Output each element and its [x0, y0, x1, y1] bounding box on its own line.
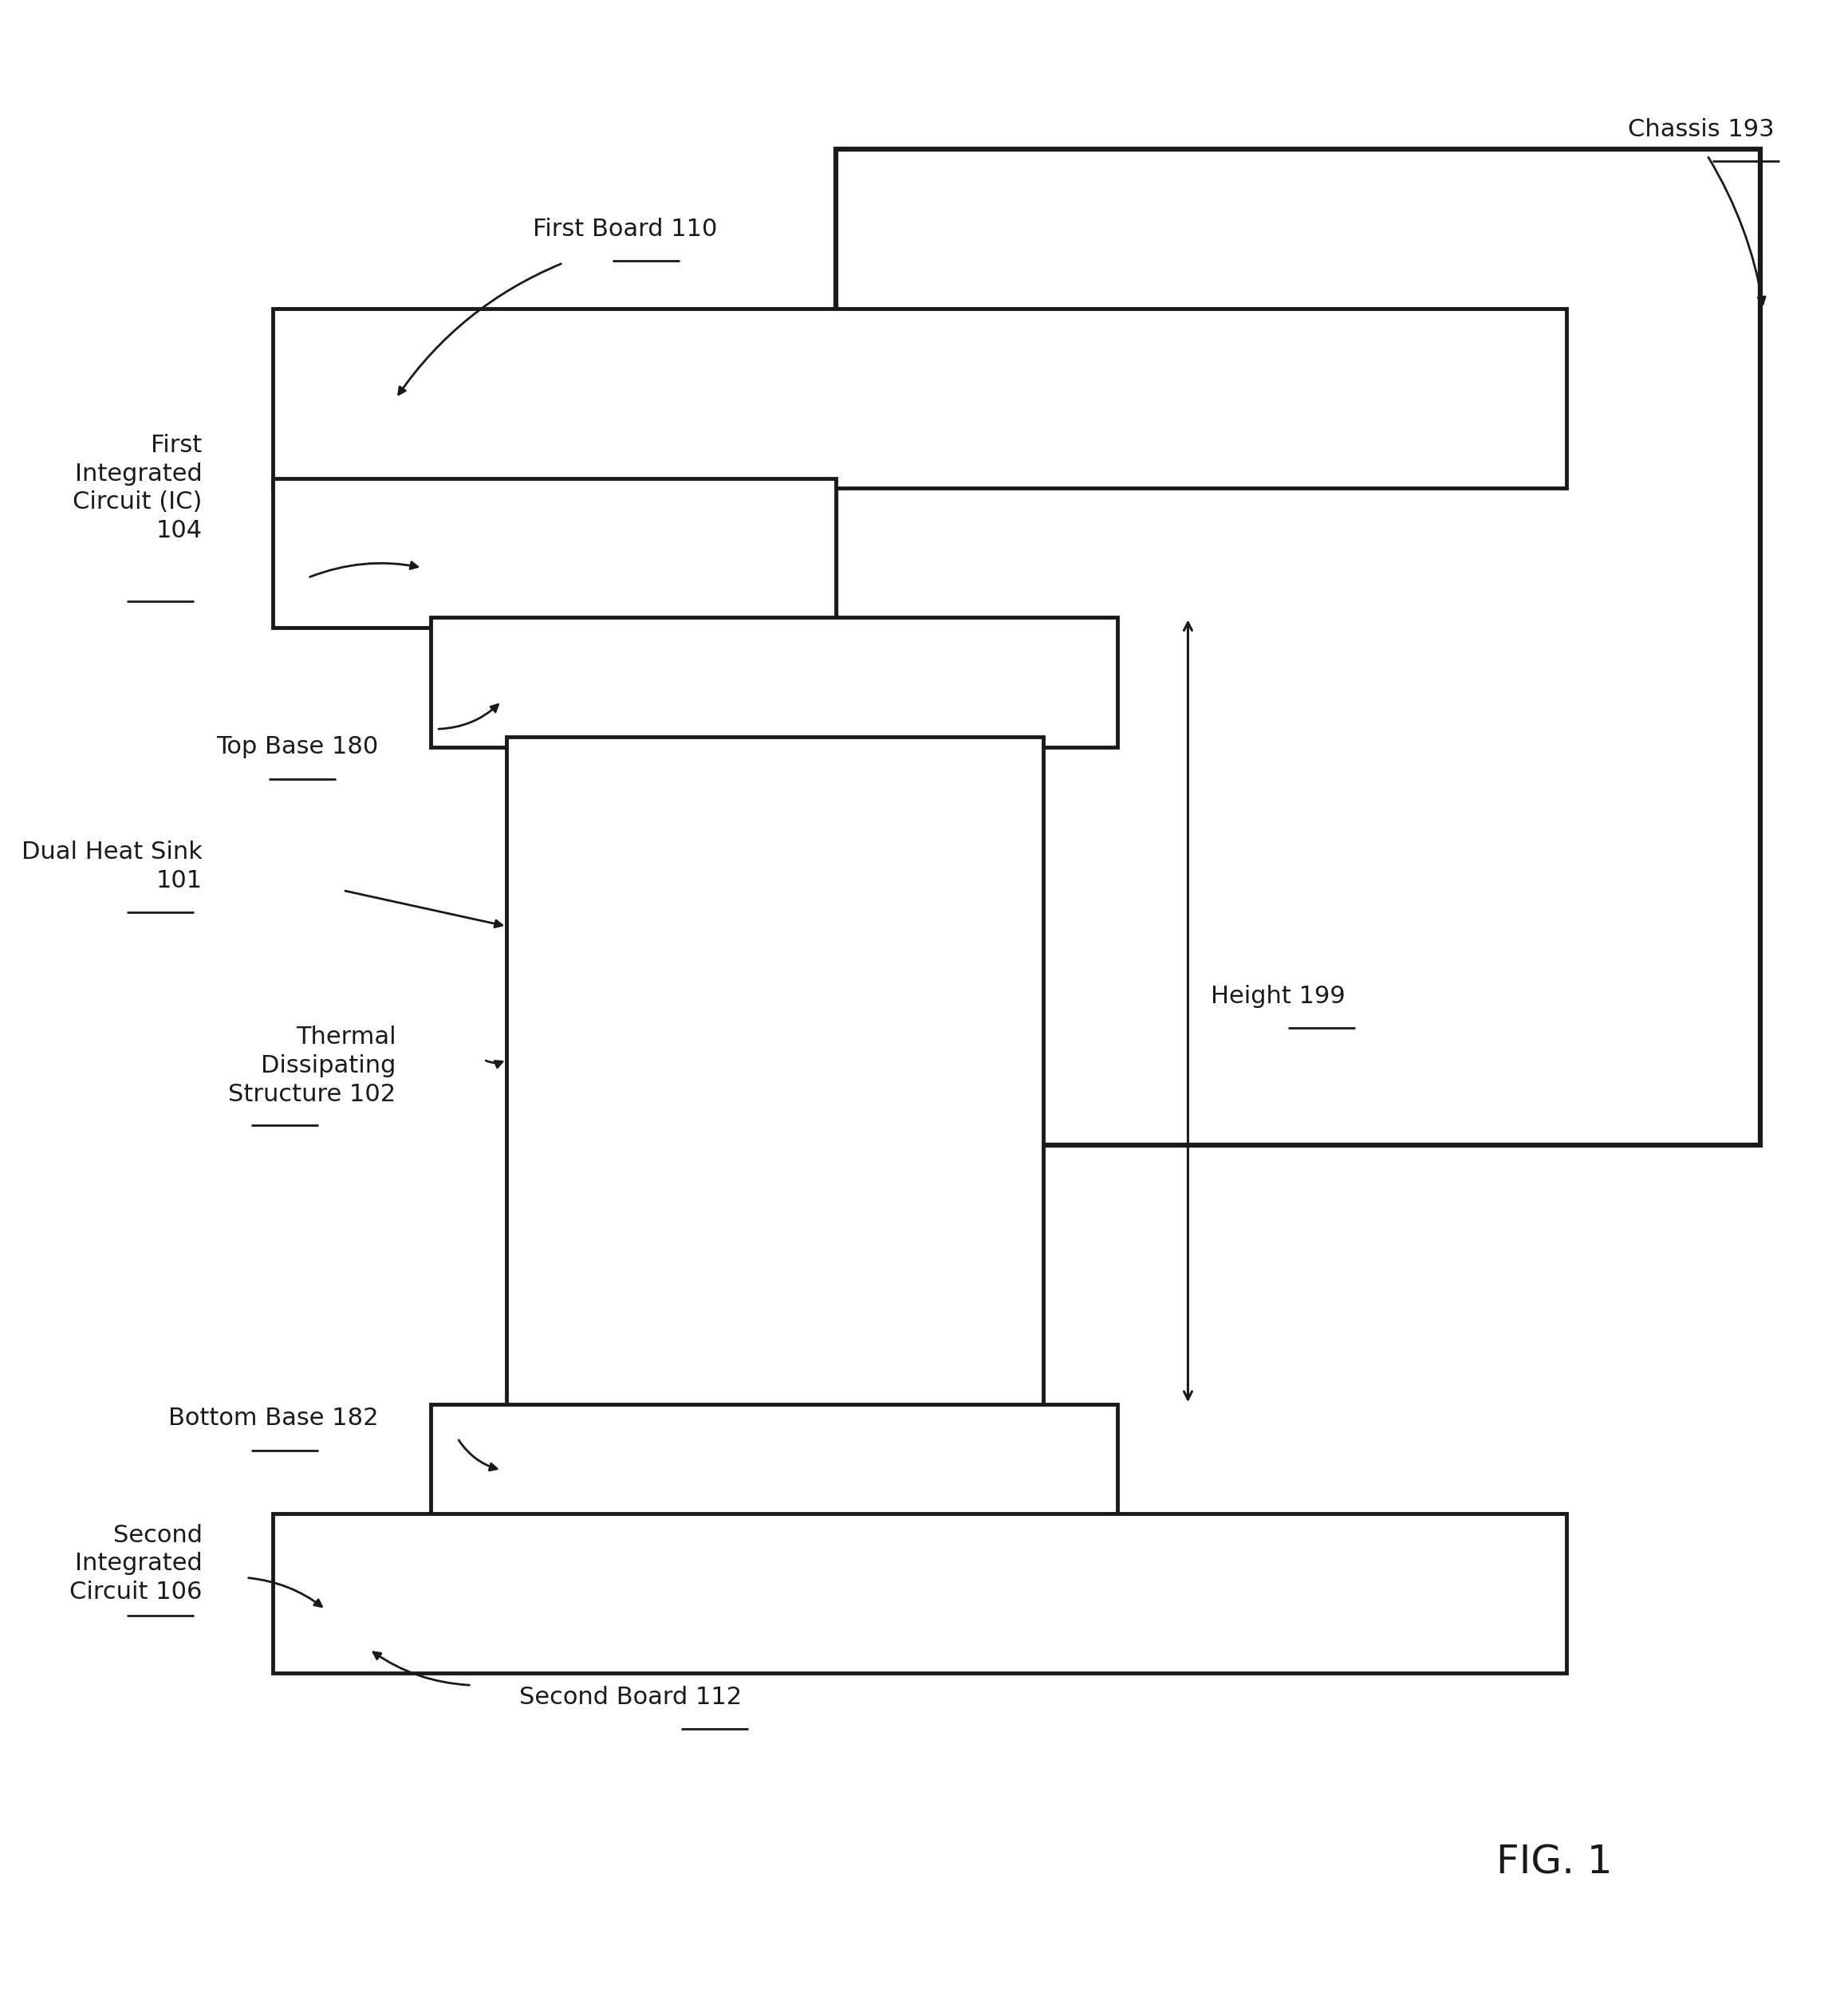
- Bar: [274, 478, 835, 627]
- Bar: [274, 309, 1567, 488]
- Text: Bottom Base 182: Bottom Base 182: [168, 1406, 379, 1430]
- Text: First
Integrated
Circuit (IC)
104: First Integrated Circuit (IC) 104: [72, 434, 201, 542]
- Text: Dual Heat Sink
101: Dual Heat Sink 101: [22, 841, 201, 892]
- Bar: [506, 737, 1044, 1414]
- Text: Second
Integrated
Circuit 106: Second Integrated Circuit 106: [70, 1524, 201, 1604]
- Bar: [835, 149, 1759, 1145]
- Text: FIG. 1: FIG. 1: [1497, 1843, 1611, 1882]
- Bar: [274, 1514, 1567, 1673]
- Text: First Board 110: First Board 110: [532, 217, 717, 241]
- Text: Chassis 193: Chassis 193: [1628, 118, 1774, 141]
- Text: Thermal
Dissipating
Structure 102: Thermal Dissipating Structure 102: [229, 1026, 395, 1106]
- Text: Top Base 180: Top Base 180: [216, 735, 379, 759]
- Text: Second Board 112: Second Board 112: [519, 1685, 741, 1709]
- Bar: [431, 1404, 1118, 1524]
- Bar: [431, 618, 1118, 747]
- Text: Height 199: Height 199: [1210, 984, 1345, 1008]
